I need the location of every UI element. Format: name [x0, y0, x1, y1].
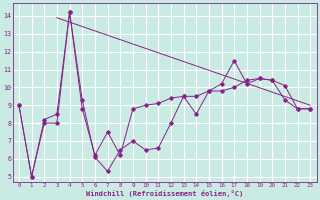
X-axis label: Windchill (Refroidissement éolien,°C): Windchill (Refroidissement éolien,°C) [86, 190, 243, 197]
